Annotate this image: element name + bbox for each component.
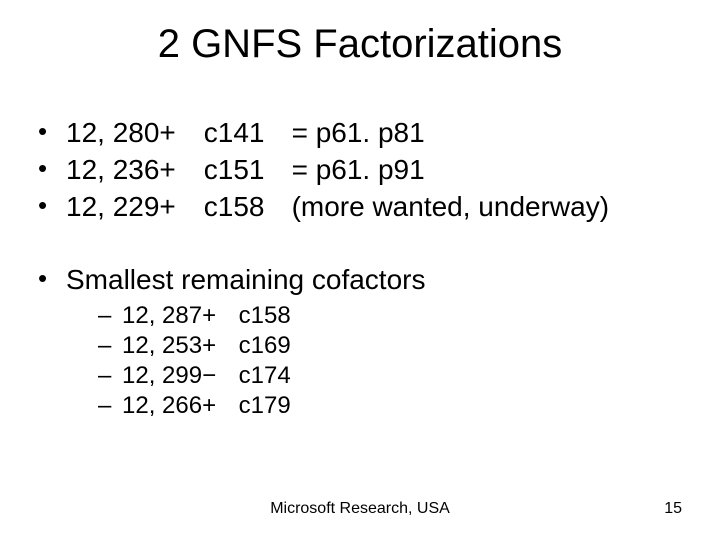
value-cell: 12, 280+ [66,115,196,150]
value-cell: = p61. p81 [292,117,425,148]
slide-title: 2 GNFS Factorizations [0,22,720,67]
value-cell: c158 [204,189,284,224]
value-cell: c141 [204,115,284,150]
value-cell: 12, 299− [122,361,232,391]
list-item: 12, 280+ c141 = p61. p81 [38,115,678,150]
cofactors-label: Smallest remaining cofactors [66,264,425,295]
page-number: 15 [664,500,682,518]
list-item: 12, 266+ c179 [98,391,678,421]
value-cell: 12, 253+ [122,331,232,361]
value-cell: = p61. p91 [292,154,425,185]
list-item: 12, 299− c174 [98,361,678,391]
value-cell: c179 [239,392,291,419]
list-item-cofactors: Smallest remaining cofactors 12, 287+ c1… [38,262,678,421]
sub-bullet-list: 12, 287+ c158 12, 253+ c169 12, 299− c17… [66,301,678,421]
value-cell: c174 [239,362,291,389]
footer-center-text: Microsoft Research, USA [0,500,720,518]
slide-content: 12, 280+ c141 = p61. p81 12, 236+ c151 =… [38,115,678,427]
value-cell: 12, 229+ [66,189,196,224]
slide: 2 GNFS Factorizations 12, 280+ c141 = p6… [0,0,720,540]
list-item: 12, 236+ c151 = p61. p91 [38,152,678,187]
value-cell: c151 [204,152,284,187]
value-cell: 12, 236+ [66,152,196,187]
value-cell: c158 [239,302,291,329]
value-cell: (more wanted, underway) [292,191,609,222]
value-cell: c169 [239,332,291,359]
value-cell: 12, 287+ [122,301,232,331]
value-cell: 12, 266+ [122,391,232,421]
list-item: 12, 287+ c158 [98,301,678,331]
list-item: 12, 229+ c158 (more wanted, underway) [38,189,678,224]
list-item: 12, 253+ c169 [98,331,678,361]
top-bullet-list: 12, 280+ c141 = p61. p81 12, 236+ c151 =… [38,115,678,421]
